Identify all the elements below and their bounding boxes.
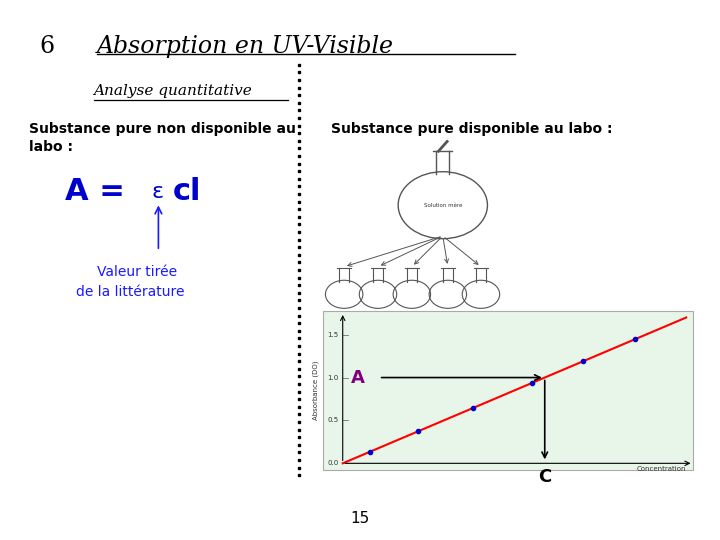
Text: 15: 15 — [351, 511, 369, 526]
Text: Absorbance (DO): Absorbance (DO) — [312, 361, 319, 420]
Text: Substance pure disponible au labo :: Substance pure disponible au labo : — [331, 122, 613, 136]
Text: C: C — [538, 468, 552, 485]
Text: A: A — [351, 369, 365, 387]
FancyBboxPatch shape — [323, 310, 693, 470]
Text: A =: A = — [65, 177, 135, 206]
Text: 6: 6 — [40, 35, 55, 58]
Text: 1.0: 1.0 — [327, 375, 338, 381]
Text: 0.0: 0.0 — [327, 460, 338, 467]
Text: cl: cl — [173, 177, 202, 206]
Text: Valeur tirée: Valeur tirée — [97, 265, 177, 279]
Text: Absorption en UV-Visible: Absorption en UV-Visible — [97, 35, 395, 58]
Text: 0.5: 0.5 — [328, 417, 338, 423]
Text: Substance pure non disponible au: Substance pure non disponible au — [29, 122, 296, 136]
Text: Solution mère: Solution mère — [423, 202, 462, 208]
Text: ε: ε — [151, 181, 163, 202]
Text: de la littérature: de la littérature — [76, 285, 184, 299]
Text: Concentration: Concentration — [636, 466, 686, 472]
Text: labo :: labo : — [29, 140, 73, 154]
Text: Analyse quantitative: Analyse quantitative — [94, 84, 252, 98]
Text: 1.5: 1.5 — [328, 332, 338, 338]
